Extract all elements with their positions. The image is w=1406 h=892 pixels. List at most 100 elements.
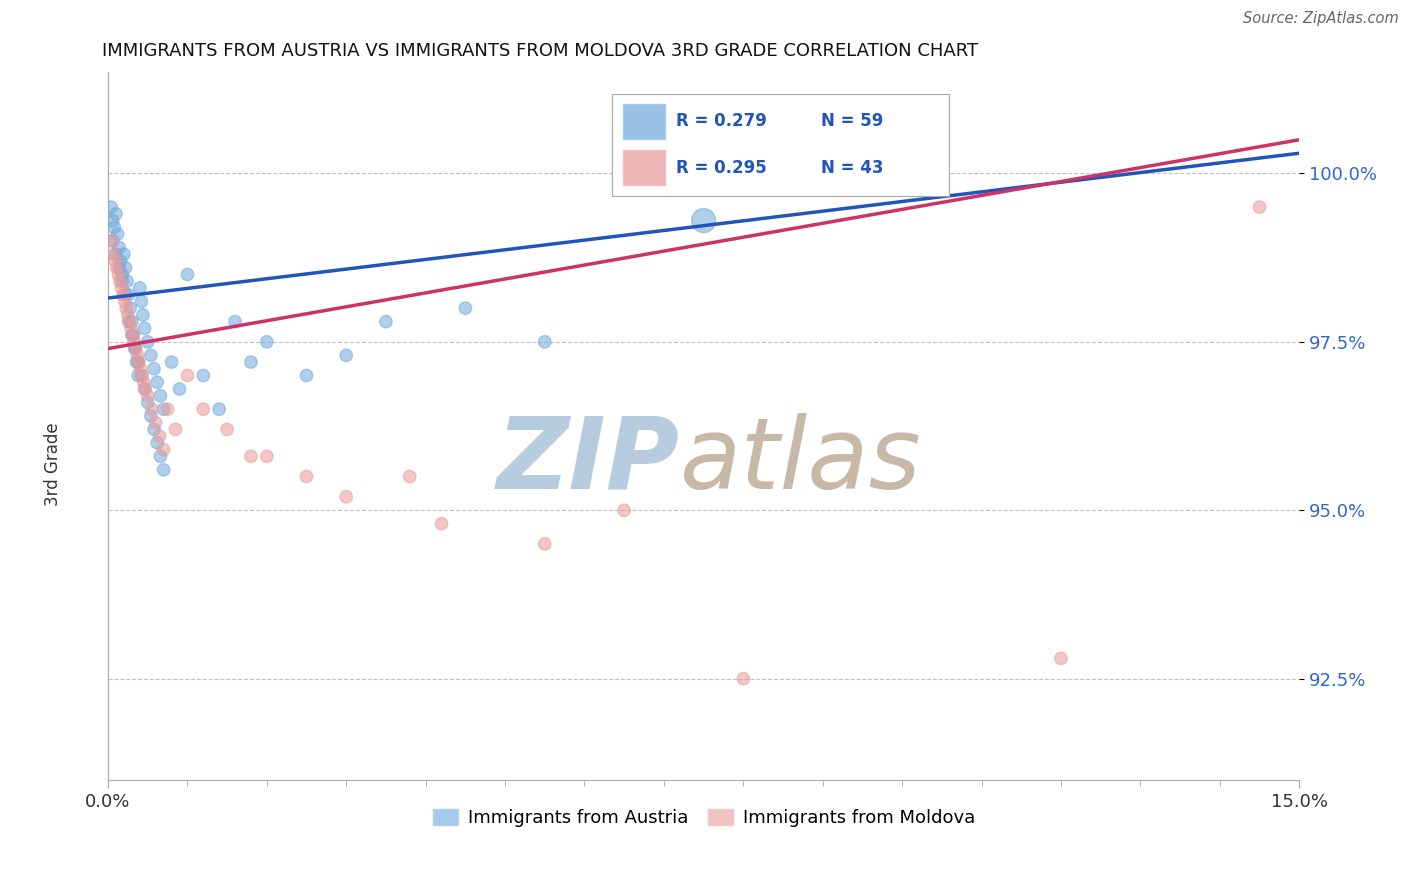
- Point: [136, 389, 159, 403]
- Point: [101, 213, 124, 227]
- Point: [101, 234, 124, 248]
- Text: 3rd Grade: 3rd Grade: [45, 422, 62, 506]
- Point: [134, 382, 156, 396]
- Text: IMMIGRANTS FROM AUSTRIA VS IMMIGRANTS FROM MOLDOVA 3RD GRADE CORRELATION CHART: IMMIGRANTS FROM AUSTRIA VS IMMIGRANTS FR…: [103, 42, 979, 60]
- Point: [134, 321, 156, 335]
- Point: [103, 247, 125, 261]
- Point: [131, 368, 153, 383]
- Point: [128, 281, 150, 295]
- Point: [139, 409, 162, 423]
- Point: [141, 402, 163, 417]
- Point: [111, 268, 134, 282]
- Point: [533, 537, 555, 551]
- Point: [208, 402, 231, 417]
- Point: [105, 260, 128, 275]
- Point: [132, 376, 155, 390]
- Point: [430, 516, 453, 531]
- Legend: Immigrants from Austria, Immigrants from Moldova: Immigrants from Austria, Immigrants from…: [425, 800, 983, 834]
- Point: [176, 368, 198, 383]
- Point: [134, 382, 156, 396]
- Point: [1249, 200, 1271, 214]
- Point: [124, 342, 146, 356]
- Point: [143, 422, 166, 436]
- Point: [146, 376, 169, 390]
- Point: [176, 268, 198, 282]
- Point: [110, 281, 132, 295]
- Point: [104, 247, 127, 261]
- Point: [149, 450, 172, 464]
- Point: [335, 348, 357, 362]
- Point: [152, 402, 174, 417]
- Point: [335, 490, 357, 504]
- Point: [152, 442, 174, 457]
- Text: ZIP: ZIP: [496, 413, 679, 510]
- Point: [108, 241, 131, 255]
- Point: [115, 274, 138, 288]
- Point: [256, 334, 278, 349]
- Point: [124, 342, 146, 356]
- Point: [193, 402, 215, 417]
- Point: [129, 361, 152, 376]
- Point: [117, 308, 139, 322]
- Text: R = 0.295: R = 0.295: [676, 159, 766, 177]
- Point: [169, 382, 191, 396]
- Text: atlas: atlas: [679, 413, 921, 510]
- Point: [104, 207, 127, 221]
- Point: [127, 355, 149, 369]
- Point: [122, 334, 145, 349]
- Bar: [621, 103, 665, 140]
- Point: [100, 200, 122, 214]
- Point: [117, 287, 139, 301]
- Point: [132, 308, 155, 322]
- Point: [125, 355, 148, 369]
- Point: [108, 274, 131, 288]
- Text: Source: ZipAtlas.com: Source: ZipAtlas.com: [1243, 11, 1399, 26]
- Point: [1050, 651, 1073, 665]
- Point: [128, 355, 150, 369]
- Point: [115, 301, 138, 315]
- Point: [533, 334, 555, 349]
- Point: [111, 274, 134, 288]
- Point: [165, 422, 187, 436]
- Point: [136, 334, 159, 349]
- Point: [217, 422, 239, 436]
- Point: [125, 342, 148, 356]
- Point: [256, 450, 278, 464]
- Point: [121, 328, 143, 343]
- Point: [156, 402, 179, 417]
- Point: [131, 368, 153, 383]
- Point: [692, 213, 714, 227]
- Point: [136, 395, 159, 409]
- Point: [613, 503, 636, 517]
- Point: [114, 287, 136, 301]
- Point: [145, 416, 167, 430]
- Point: [146, 435, 169, 450]
- Text: R = 0.279: R = 0.279: [676, 112, 766, 130]
- Point: [239, 450, 262, 464]
- Point: [112, 247, 135, 261]
- Point: [295, 469, 318, 483]
- Bar: [621, 149, 665, 186]
- Point: [127, 348, 149, 362]
- Point: [374, 315, 396, 329]
- Point: [120, 321, 142, 335]
- Point: [121, 315, 143, 329]
- Point: [107, 227, 129, 241]
- Point: [120, 301, 142, 315]
- Point: [112, 287, 135, 301]
- Point: [295, 368, 318, 383]
- Point: [122, 328, 145, 343]
- Point: [143, 361, 166, 376]
- Point: [733, 672, 755, 686]
- Point: [454, 301, 477, 315]
- Point: [121, 328, 143, 343]
- Point: [239, 355, 262, 369]
- Point: [152, 463, 174, 477]
- Text: N = 59: N = 59: [821, 112, 883, 130]
- Point: [149, 429, 172, 443]
- Point: [104, 254, 127, 268]
- Text: N = 43: N = 43: [821, 159, 883, 177]
- Point: [118, 315, 141, 329]
- Point: [131, 294, 153, 309]
- Point: [101, 234, 124, 248]
